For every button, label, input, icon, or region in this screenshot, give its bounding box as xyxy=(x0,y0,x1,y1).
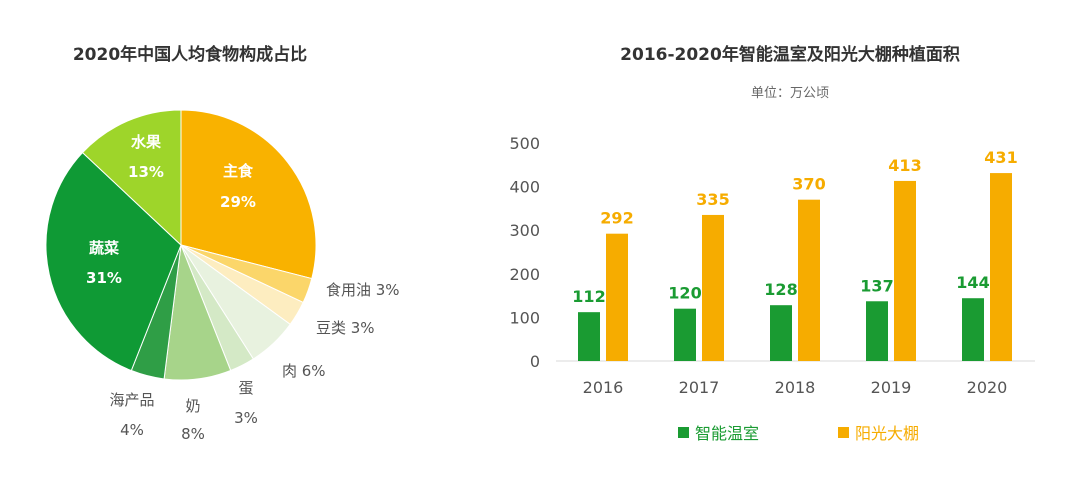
bar-orange-2018 xyxy=(798,199,820,361)
bar-value-label-green-2017: 120 xyxy=(668,284,701,303)
bar-green-2019 xyxy=(866,301,888,361)
legend-swatch-green xyxy=(678,426,689,438)
bar-orange-2016 xyxy=(606,233,628,361)
pie-label-6: 海产品 xyxy=(109,391,154,409)
x-tick-label-2016: 2016 xyxy=(583,378,624,397)
pie-percent-8: 13% xyxy=(128,163,164,181)
bar-green-2018 xyxy=(770,305,792,361)
pie-slice-7 xyxy=(45,151,182,372)
bar-chart-title: 2016-2020年智能温室及阳光大棚种植面积 xyxy=(620,45,960,65)
bar-value-label-green-2019: 137 xyxy=(860,276,893,295)
pie-chart: 主食 29% 食用油 3% 豆类 3% 肉 6% 蛋 3% 奶 8% 海产品 4% 蔬菜 31% 水果 13… xyxy=(45,109,400,443)
bar-value-label-orange-2016: 292 xyxy=(600,209,633,228)
legend-swatch-orange xyxy=(838,426,849,438)
pie-percent-7: 31% xyxy=(86,269,122,287)
bar-value-label-orange-2020: 431 xyxy=(984,148,1017,167)
bar-green-2020 xyxy=(962,298,984,361)
pie-percent-5: 8% xyxy=(181,425,205,443)
pie-label-8: 水果 xyxy=(131,133,162,151)
pie-label-4: 蛋 xyxy=(238,379,253,397)
legend-item-sunlight-greenhouse: 阳光大棚 xyxy=(838,420,919,444)
pie-chart-title: 2020年中国人均食物构成占比 xyxy=(72,45,308,65)
bar-value-label-green-2018: 128 xyxy=(764,280,797,299)
pie-label-0: 主食 xyxy=(223,162,254,180)
bar-green-2016 xyxy=(578,312,600,361)
x-tick-label-2018: 2018 xyxy=(775,378,816,397)
bar-value-label-orange-2019: 413 xyxy=(888,156,921,175)
pie-percent-0: 29% xyxy=(220,193,256,211)
bar-orange-2019 xyxy=(894,180,916,361)
pie-label-5: 奶 xyxy=(185,397,200,415)
pie-slice-0 xyxy=(180,109,317,280)
x-tick-label-2020: 2020 xyxy=(967,378,1008,397)
bar-value-label-orange-2018: 370 xyxy=(792,175,825,194)
pie-label-1: 食用油 3% xyxy=(326,281,400,299)
x-tick-label-2017: 2017 xyxy=(679,378,720,397)
pie-slice-8 xyxy=(81,109,182,247)
bar-orange-2017 xyxy=(702,214,724,361)
pie-percent-6: 4% xyxy=(120,421,144,439)
bar-green-2017 xyxy=(674,308,696,361)
pie-label-2: 豆类 3% xyxy=(316,319,375,337)
pie-label-7: 蔬菜 xyxy=(89,239,119,257)
bar-value-label-green-2016: 112 xyxy=(572,287,605,306)
bar-value-label-orange-2017: 335 xyxy=(696,190,729,209)
bar-chart-subtitle: 单位：万公顷 xyxy=(750,86,829,101)
x-tick-label-2019: 2019 xyxy=(871,378,912,397)
pie-label-3: 肉 6% xyxy=(282,362,326,380)
bar-orange-2020 xyxy=(990,173,1012,361)
legend-label-sunlight-greenhouse: 阳光大棚 xyxy=(855,424,920,443)
pie-percent-4: 3% xyxy=(234,409,258,427)
bar-value-label-green-2020: 144 xyxy=(956,273,989,292)
legend-label-smart-greenhouse: 智能温室 xyxy=(695,424,760,443)
y-tick-label-0: 0 xyxy=(530,352,540,371)
legend-item-smart-greenhouse: 智能温室 xyxy=(678,420,759,444)
